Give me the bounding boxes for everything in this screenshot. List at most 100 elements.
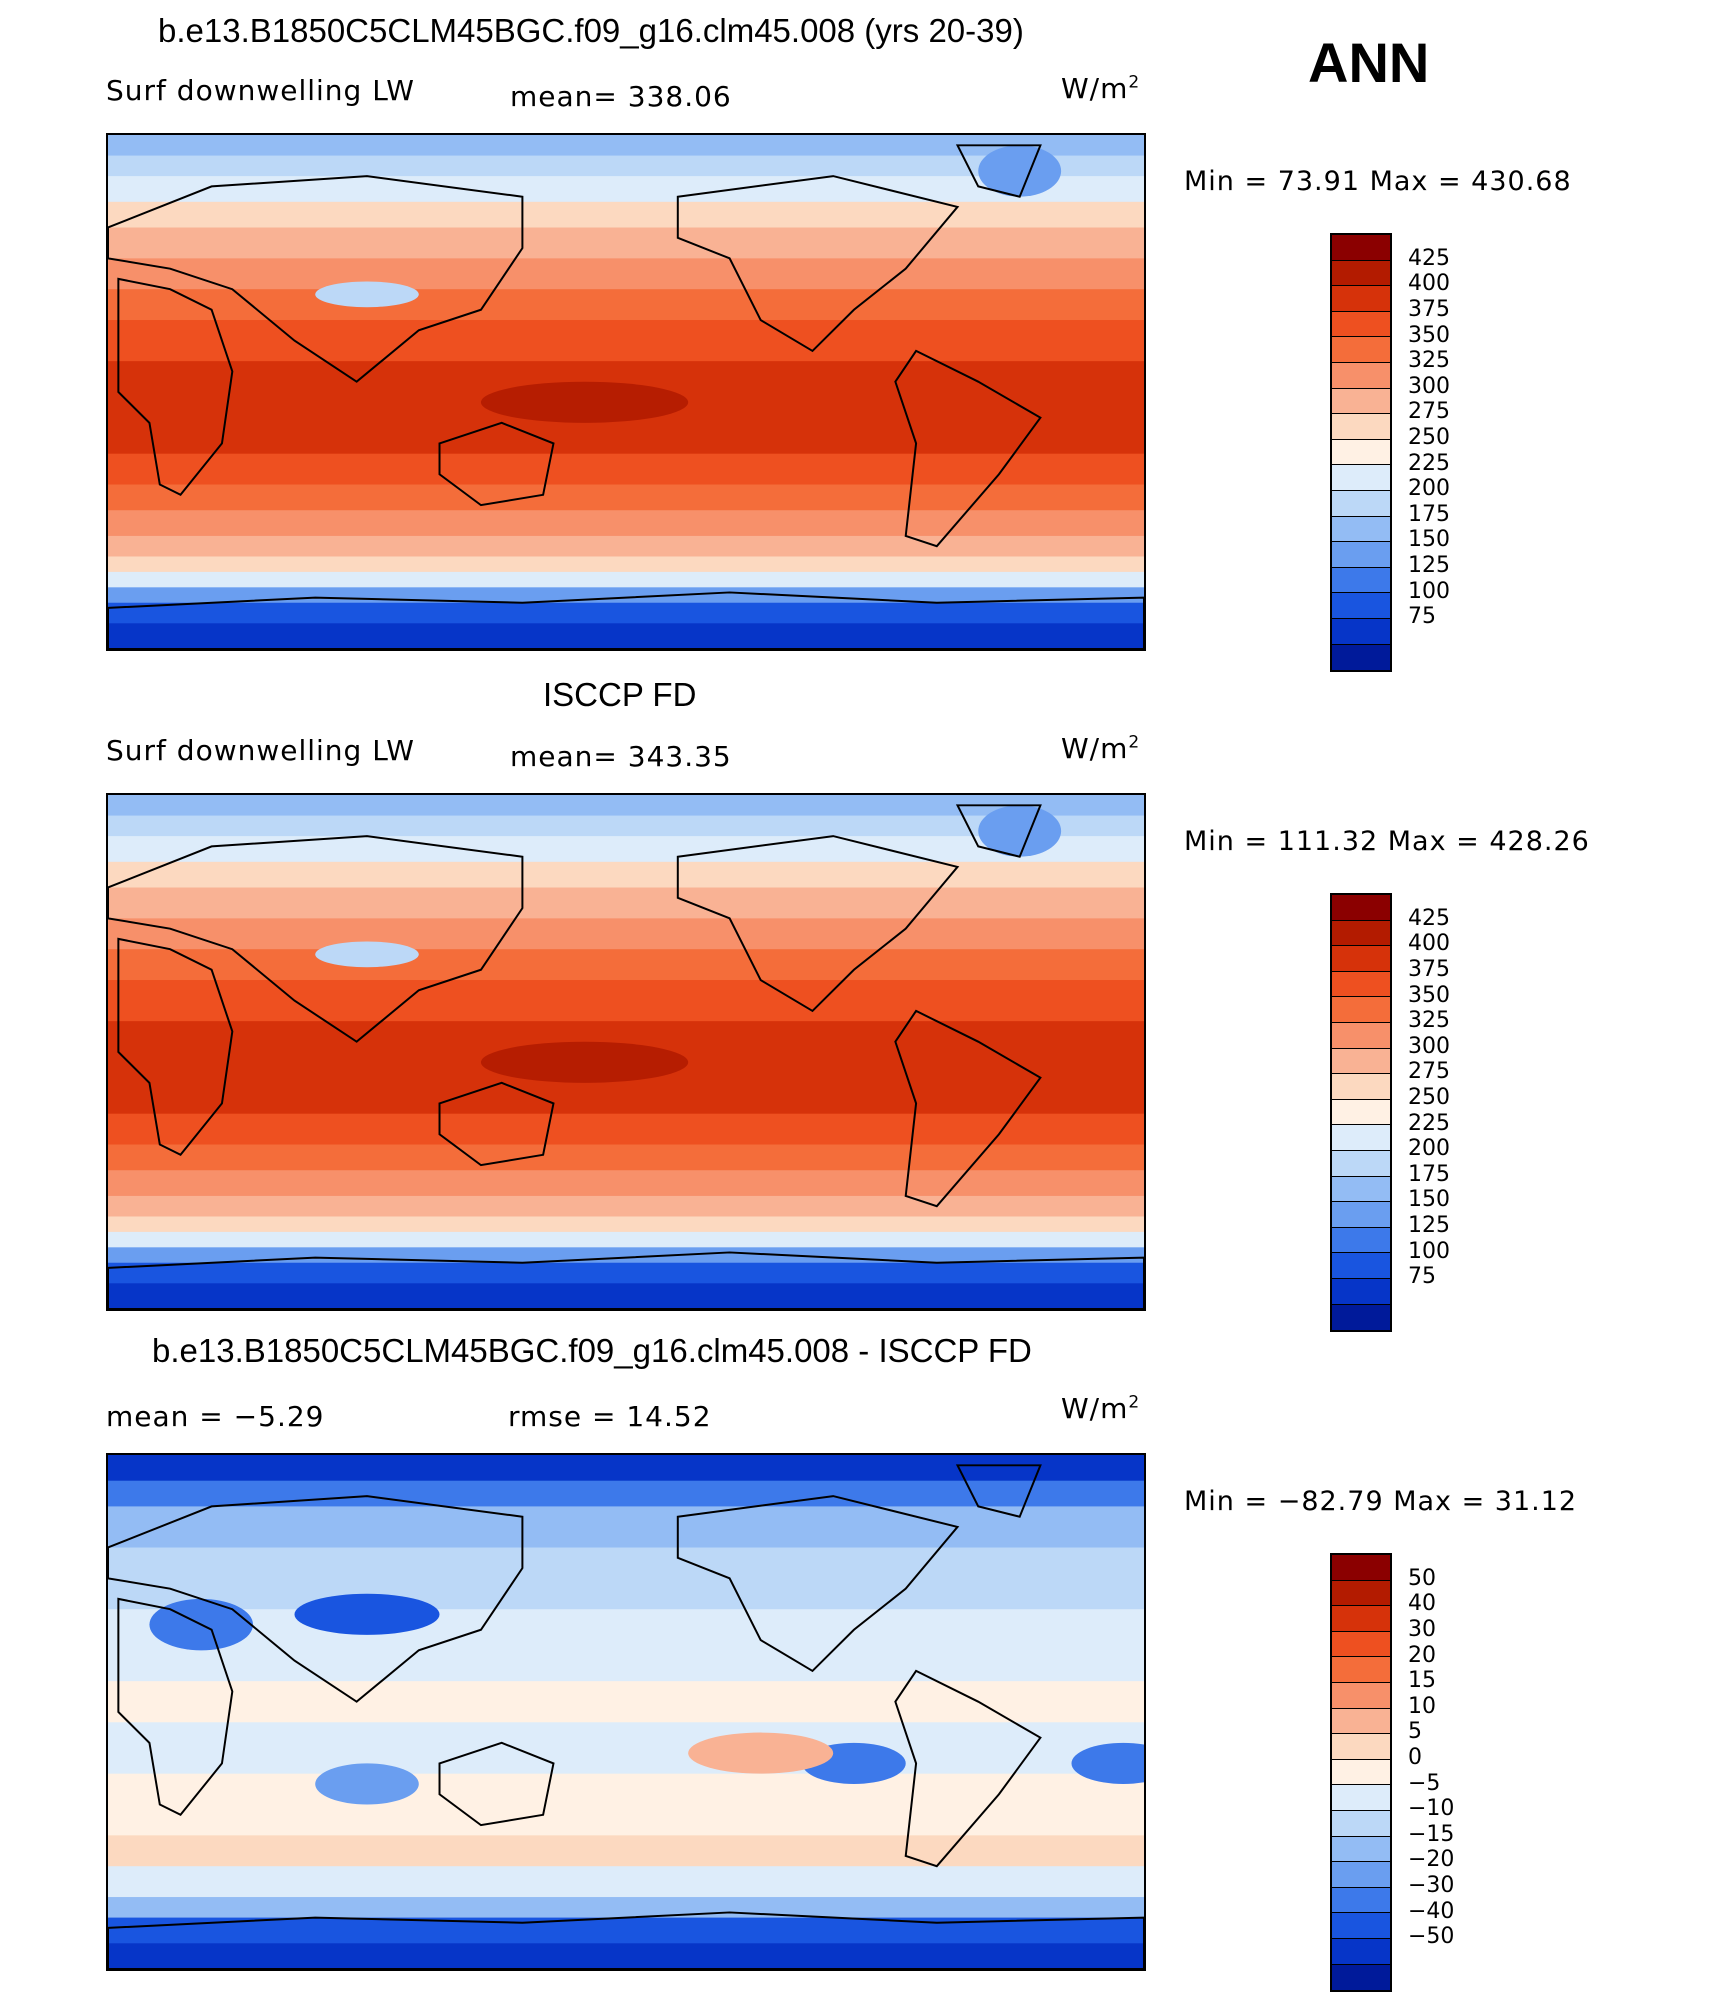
colorbar-box (1332, 1785, 1390, 1811)
colorbar-tick-label: 100 (1408, 578, 1450, 604)
map-color-band (108, 1216, 1144, 1233)
colorbar-box (1332, 1964, 1390, 1991)
colorbar-box (1332, 1887, 1390, 1914)
map-color-band (108, 1455, 1144, 1482)
colorbar-obs (1330, 893, 1392, 1333)
map-color-band (108, 1609, 1144, 1683)
colorbar-box (1332, 593, 1390, 619)
colorbar-tick-label: 300 (1408, 1033, 1450, 1059)
colorbar-box (1332, 1938, 1390, 1965)
colorbar-box (1332, 388, 1390, 415)
map-warm-pool (480, 1041, 689, 1083)
panel-mean-label: mean= 338.06 (510, 80, 732, 113)
map-color-band (108, 949, 1144, 982)
colorbar-box (1332, 1759, 1390, 1786)
map-color-band (108, 510, 1144, 537)
map-color-band (108, 1835, 1144, 1868)
colorbar-box (1332, 1125, 1390, 1151)
colorbar-tick-label: −30 (1408, 1873, 1455, 1898)
map-color-band (108, 535, 1144, 558)
colorbar-tick-label: 375 (1408, 297, 1450, 322)
map-coastline (676, 1495, 960, 1673)
map-color-band (108, 887, 1144, 920)
map-svg (108, 135, 1144, 649)
map-coastline (894, 1009, 1042, 1208)
map-coastline (438, 1081, 555, 1167)
map-color-band (108, 201, 1144, 229)
colorbar-box (1332, 1580, 1390, 1607)
map-color-band (108, 1897, 1144, 1919)
colorbar-tick-label: 30 (1408, 1617, 1436, 1642)
map-color-band (108, 1113, 1144, 1146)
map-coastline (438, 1741, 555, 1827)
season-label: ANN (1308, 31, 1430, 94)
colorbar-tick-label: 125 (1408, 1213, 1450, 1238)
colorbar-box (1332, 465, 1390, 491)
map-obs (106, 793, 1146, 1311)
colorbar-box (1332, 1836, 1390, 1863)
map-color-band (108, 556, 1144, 573)
map-coastline (894, 1669, 1042, 1868)
colorbar-tick-label: 250 (1408, 1085, 1450, 1110)
colorbar-box (1332, 235, 1390, 261)
colorbar-box (1332, 1657, 1390, 1683)
colorbar-tick-label: 425 (1408, 905, 1450, 931)
colorbar-box (1332, 1810, 1390, 1837)
panel-minmax: Min = −82.79 Max = 31.12 (1184, 1486, 1578, 1517)
map-color-band (108, 602, 1144, 625)
map-color-band (108, 1722, 1144, 1775)
colorbar-box (1332, 997, 1390, 1023)
map-color-band (108, 1681, 1144, 1724)
map-color-band (108, 1547, 1144, 1611)
colorbar-tick-label: 40 (1408, 1591, 1436, 1617)
panel-units-label: W/m2 (1061, 1392, 1141, 1425)
colorbar-box (1332, 1048, 1390, 1075)
colorbar-tick-label: −40 (1408, 1898, 1455, 1924)
map-diff-positive (688, 1732, 834, 1774)
map-color-band (108, 1262, 1144, 1285)
map-coastline (117, 277, 234, 497)
colorbar-box (1332, 1022, 1390, 1049)
colorbar-tick-label: 200 (1408, 476, 1450, 502)
map-color-band (108, 861, 1144, 889)
colorbar-tick-label: 250 (1408, 425, 1450, 450)
colorbar-box (1332, 439, 1390, 466)
colorbar-box (1332, 516, 1390, 543)
map-coastline (894, 349, 1042, 548)
colorbar-tick-label: 225 (1408, 1110, 1450, 1136)
panel-title-model: b.e13.B1850C5CLM45BGC.f09_g16.clm45.008 … (158, 12, 1024, 49)
panel-minmax: Min = 111.32 Max = 428.26 (1184, 826, 1590, 857)
map-coastline (955, 1464, 1042, 1518)
panel-rmse-label: rmse = 14.52 (508, 1400, 712, 1433)
colorbar-tick-label: 225 (1408, 450, 1450, 476)
colorbar-box (1332, 567, 1390, 594)
colorbar-box (1332, 1253, 1390, 1279)
map-coastline (676, 175, 960, 353)
colorbar-box (1332, 1150, 1390, 1177)
map-coastline (108, 591, 1144, 649)
colorbar-box (1332, 337, 1390, 363)
map-coastline (955, 804, 1042, 858)
map-color-band (108, 1866, 1144, 1899)
map-svg (108, 1455, 1144, 1969)
map-color-band (108, 918, 1144, 951)
map-diff-negative (315, 1763, 419, 1805)
map-color-band (108, 155, 1144, 178)
map-color-band (108, 320, 1144, 363)
map-coastline (955, 144, 1042, 198)
map-greenland-cool (978, 145, 1062, 197)
map-color-band (108, 1144, 1144, 1172)
map-coastline (108, 835, 524, 1043)
panel-minmax: Min = 73.91 Max = 430.68 (1184, 166, 1572, 197)
colorbar-tick-label: 0 (1408, 1745, 1422, 1770)
map-coastline (108, 1495, 524, 1703)
colorbar-box (1332, 362, 1390, 389)
colorbar-box (1332, 895, 1390, 921)
panel-title-diff: b.e13.B1850C5CLM45BGC.f09_g16.clm45.008 … (152, 1332, 1032, 1369)
colorbar-tick-label: 400 (1408, 271, 1450, 297)
colorbar-tick-label: −50 (1408, 1924, 1455, 1950)
colorbar-tick-label: 75 (1408, 1264, 1436, 1290)
colorbar-box (1332, 490, 1390, 517)
colorbar-box (1332, 1074, 1390, 1100)
colorbar-box (1332, 1708, 1390, 1735)
